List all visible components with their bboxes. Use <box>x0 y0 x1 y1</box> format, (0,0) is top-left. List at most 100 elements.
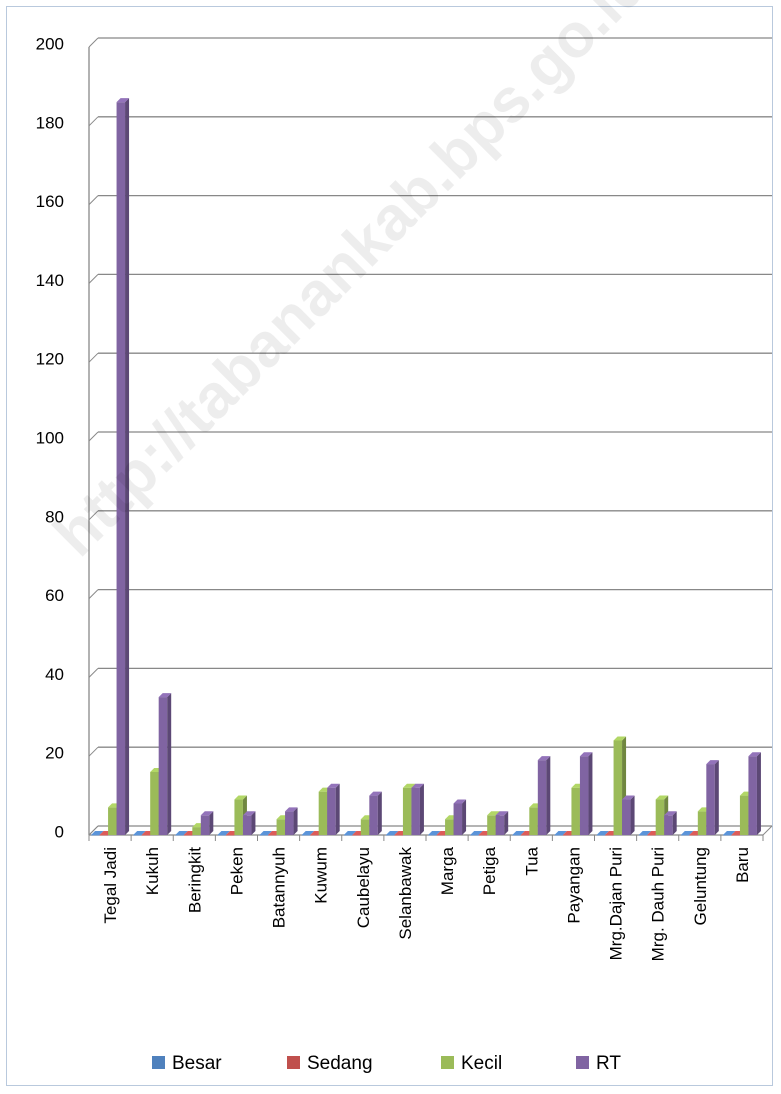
bar-rt <box>327 787 336 835</box>
y-tick-label: 0 <box>55 822 64 841</box>
x-tick-label: Marga <box>438 846 457 895</box>
bar-rt <box>579 756 589 835</box>
bar-top-rt <box>116 98 130 103</box>
bar-rt <box>622 799 631 835</box>
bar-sedang <box>141 835 151 836</box>
bar-top-kecil <box>402 783 416 788</box>
x-tick-label: Peken <box>227 847 246 895</box>
bar-kecil <box>360 819 370 835</box>
x-tick-label: Caubelayu <box>354 847 373 928</box>
bar-besar <box>91 835 100 836</box>
bar-side-rt <box>419 783 424 835</box>
bar-sedang <box>310 835 319 836</box>
bar-top-kecil <box>487 811 500 816</box>
bar-side-rt <box>462 799 467 835</box>
bar-top-besar <box>343 831 357 835</box>
bar-besar <box>512 835 521 836</box>
legend-label-rt: RT <box>596 1053 621 1074</box>
bar-sedang <box>394 835 403 836</box>
bar-besar <box>217 835 226 836</box>
bar-sedang <box>352 835 361 836</box>
bar-sedang <box>225 835 235 836</box>
bar-rt <box>706 764 715 835</box>
x-tick-label: Kukuh <box>143 847 162 895</box>
bar-sedang <box>689 835 698 836</box>
bar-kecil <box>487 815 496 835</box>
legend-label-besar: Besar <box>172 1053 222 1074</box>
bar-top-besar <box>680 831 694 835</box>
bar-top-rt <box>537 756 551 761</box>
x-axis-depth <box>762 825 773 836</box>
bar-top-besar <box>638 831 652 835</box>
bar-top-rt <box>285 807 298 812</box>
gridline-depth <box>88 274 99 284</box>
bar-besar <box>596 835 606 836</box>
bar-kecil <box>529 807 538 835</box>
bar-besar <box>343 835 353 836</box>
bar-top-rt <box>369 791 382 796</box>
bar-besar <box>428 835 437 836</box>
bar-besar <box>385 835 395 836</box>
bar-top-rt <box>664 811 677 816</box>
bar-top-rt <box>453 799 467 804</box>
bar-side-rt <box>251 811 256 835</box>
bar-besar <box>301 835 311 836</box>
bar-top-besar <box>91 831 104 835</box>
bar-kecil <box>445 819 454 835</box>
bar-kecil <box>697 811 707 835</box>
bar-rt <box>537 760 547 835</box>
bar-top-rt <box>706 760 719 765</box>
gridline-depth <box>88 116 99 127</box>
y-tick-label: 60 <box>45 586 64 605</box>
bar-sedang <box>99 835 109 836</box>
x-tick-label: Tegal Jadi <box>101 847 120 924</box>
bar-sedang <box>436 835 446 836</box>
y-tick-label: 180 <box>36 113 64 132</box>
x-tick-label: Tua <box>522 846 541 875</box>
bar-side-rt <box>756 752 761 835</box>
bar-side-rt <box>335 783 340 835</box>
bar-sedang <box>183 835 193 836</box>
bar-top-rt <box>327 783 340 788</box>
y-tick-label: 40 <box>45 665 64 684</box>
x-tick-label: Kuwum <box>312 847 331 904</box>
bar-rt <box>453 803 463 835</box>
bar-kecil <box>108 807 117 835</box>
bar-side-rt <box>588 752 593 835</box>
bar-rt <box>285 811 294 835</box>
bar-side-rt <box>504 811 509 835</box>
bar-side-rt <box>167 693 172 835</box>
bar-rt <box>664 815 673 835</box>
bar-besar <box>133 835 142 836</box>
x-tick-label: Selanbawak <box>396 847 415 940</box>
bar-side-rt <box>125 98 130 835</box>
bar-top-besar <box>554 831 567 835</box>
x-tick-label: Petiga <box>480 846 499 895</box>
gridline-depth <box>88 746 99 757</box>
bar-top-besar <box>596 831 610 835</box>
bar-kecil <box>276 819 286 835</box>
y-tick-label: 20 <box>45 744 64 763</box>
bar-sedang <box>268 835 277 836</box>
bar-rt <box>411 787 420 835</box>
bar-kecil <box>739 795 749 835</box>
bar-kecil <box>318 791 328 835</box>
bar-top-besar <box>217 831 230 835</box>
bar-sedang <box>605 835 614 836</box>
bar-sedang <box>562 835 572 836</box>
legend-label-kecil: Kecil <box>461 1053 502 1074</box>
bar-top-besar <box>722 831 736 835</box>
bar-besar <box>554 835 563 836</box>
bar-top-kecil <box>234 795 247 800</box>
bar-side-rt <box>293 807 298 835</box>
bar-besar <box>638 835 648 836</box>
bar-besar <box>680 835 690 836</box>
bar-top-rt <box>158 693 172 698</box>
bar-kecil <box>655 799 665 835</box>
bar-kecil <box>613 740 623 835</box>
bar-rt <box>495 815 505 835</box>
bar-side-rt <box>546 756 551 835</box>
bar-top-rt <box>622 795 635 800</box>
bar-side-rt <box>714 760 719 835</box>
bar-besar <box>259 835 269 836</box>
